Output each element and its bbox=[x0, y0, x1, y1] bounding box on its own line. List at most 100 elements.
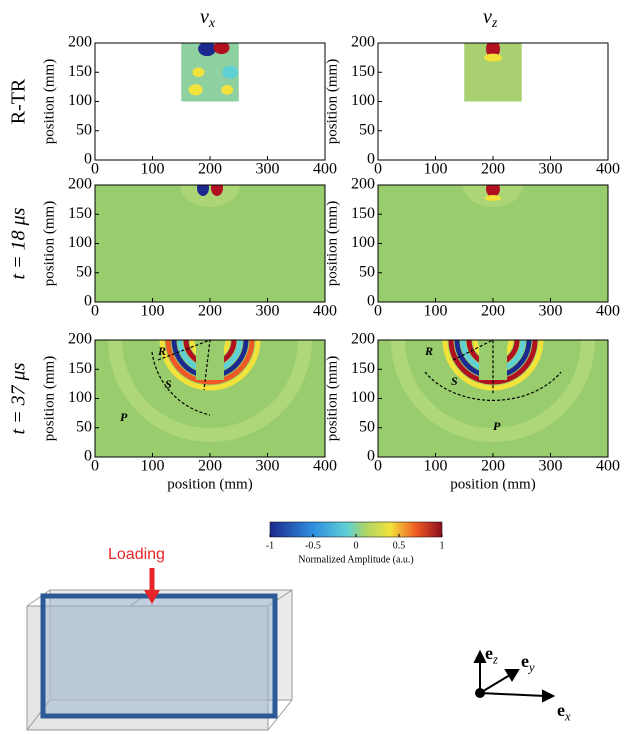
row-label: R-TR bbox=[8, 78, 30, 124]
y-axis-label: position (mm) bbox=[324, 356, 340, 441]
wavefield bbox=[95, 340, 325, 457]
p-wave bbox=[108, 340, 312, 442]
blob bbox=[484, 53, 502, 62]
y-axis-label: position (mm) bbox=[324, 59, 340, 144]
x-tick-label: 400 bbox=[596, 303, 620, 320]
subscript: z bbox=[492, 652, 498, 666]
panel: 0 100 200 300 400 0 50 100 150 200 position (mm) bbox=[324, 34, 620, 178]
wave-label: S bbox=[451, 374, 458, 388]
guide bbox=[151, 351, 211, 416]
y-tick-label: 50 bbox=[359, 418, 375, 435]
symbol: v bbox=[200, 6, 209, 28]
symbol: v bbox=[483, 6, 492, 28]
y-tick-label: 100 bbox=[68, 389, 92, 406]
y-axis-label: position (mm) bbox=[41, 201, 57, 286]
y-tick-label: 100 bbox=[68, 234, 92, 251]
blob bbox=[221, 85, 234, 95]
x-tick-label: 0 bbox=[91, 161, 99, 178]
y-axis-label: position (mm) bbox=[324, 201, 340, 286]
panel: 0 100 200 300 400 0 50 100 150 200 position (mm) bbox=[41, 176, 337, 320]
y-tick-label: 50 bbox=[76, 418, 92, 435]
x-tick-label: 100 bbox=[141, 303, 165, 320]
x-axis-label: position (mm) bbox=[450, 476, 535, 492]
wave-label: R bbox=[424, 344, 433, 358]
wave-label: P bbox=[493, 419, 501, 433]
x-tick-label: 200 bbox=[198, 303, 222, 320]
x-tick-label: 0 bbox=[91, 303, 99, 320]
subscript: y bbox=[527, 660, 535, 674]
wavefield-cut bbox=[196, 340, 224, 380]
symbol: e bbox=[485, 643, 493, 663]
y-tick-label: 50 bbox=[359, 121, 375, 138]
y-axis-label: position (mm) bbox=[41, 356, 57, 441]
wavefield bbox=[378, 185, 608, 302]
y-tick-label: 100 bbox=[351, 234, 375, 251]
y-tick-label: 50 bbox=[76, 121, 92, 138]
x-tick-label: 300 bbox=[256, 303, 280, 320]
blob bbox=[213, 43, 230, 55]
x-tick-label: 0 bbox=[374, 303, 382, 320]
blob bbox=[188, 84, 203, 96]
colorbar-tick-label: 0.5 bbox=[393, 540, 406, 551]
colorbar-tick-label: 0 bbox=[354, 540, 359, 551]
y-tick-label: 100 bbox=[351, 389, 375, 406]
y-tick-label: 0 bbox=[367, 448, 375, 465]
x-tick-label: 100 bbox=[141, 161, 165, 178]
x-tick-label: 400 bbox=[313, 161, 337, 178]
x-tick-label: 400 bbox=[313, 458, 337, 475]
wavefield bbox=[95, 185, 325, 302]
basis-label: ez bbox=[485, 643, 498, 666]
y-tick-label: 200 bbox=[351, 331, 375, 348]
x-tick-label: 300 bbox=[539, 458, 563, 475]
column-title: vz bbox=[483, 6, 498, 32]
guide bbox=[452, 339, 494, 395]
y-tick-label: 150 bbox=[68, 63, 92, 80]
y-tick-label: 200 bbox=[68, 331, 92, 348]
x-tick-label: 400 bbox=[313, 303, 337, 320]
wavefront bbox=[159, 340, 261, 391]
x-tick-label: 200 bbox=[481, 303, 505, 320]
blob bbox=[198, 43, 217, 57]
guide bbox=[424, 371, 562, 401]
y-axis-label: position (mm) bbox=[41, 59, 57, 144]
blob bbox=[211, 185, 223, 196]
x-tick-label: 100 bbox=[424, 161, 448, 178]
x-tick-label: 400 bbox=[596, 161, 620, 178]
blob bbox=[485, 195, 501, 201]
symbol: e bbox=[557, 700, 565, 720]
basis-arrows bbox=[473, 649, 556, 703]
y-tick-label: 0 bbox=[367, 293, 375, 310]
y-tick-label: 50 bbox=[76, 263, 92, 280]
y-tick-label: 100 bbox=[351, 92, 375, 109]
y-tick-label: 150 bbox=[68, 360, 92, 377]
blob bbox=[197, 185, 209, 196]
x-tick-label: 200 bbox=[198, 458, 222, 475]
y-tick-label: 200 bbox=[351, 176, 375, 193]
x-tick-label: 100 bbox=[141, 458, 165, 475]
p-wave bbox=[391, 340, 595, 442]
subscript: x bbox=[564, 709, 571, 723]
x-tick-label: 200 bbox=[198, 161, 222, 178]
blob bbox=[180, 185, 240, 207]
y-tick-label: 150 bbox=[351, 360, 375, 377]
y-tick-label: 0 bbox=[84, 448, 92, 465]
panel: 0 100 200 300 400 0 50 100 150 200 position (mm) bbox=[324, 176, 620, 320]
x-tick-label: 300 bbox=[539, 303, 563, 320]
colorbar-tick-label: -1 bbox=[266, 540, 274, 551]
x-tick-label: 100 bbox=[424, 303, 448, 320]
row-label: t = 18 μs bbox=[8, 207, 30, 279]
y-tick-label: 200 bbox=[351, 34, 375, 51]
x-tick-label: 300 bbox=[539, 161, 563, 178]
x-axis-label: position (mm) bbox=[167, 476, 252, 492]
x-tick-label: 0 bbox=[374, 458, 382, 475]
colorbar-tick-label: 1 bbox=[440, 540, 445, 551]
wave-label: R bbox=[157, 344, 166, 358]
y-tick-label: 50 bbox=[359, 263, 375, 280]
x-tick-label: 200 bbox=[481, 458, 505, 475]
y-tick-label: 100 bbox=[68, 92, 92, 109]
x-tick-label: 300 bbox=[256, 458, 280, 475]
y-tick-label: 200 bbox=[68, 176, 92, 193]
y-tick-label: 150 bbox=[68, 205, 92, 222]
